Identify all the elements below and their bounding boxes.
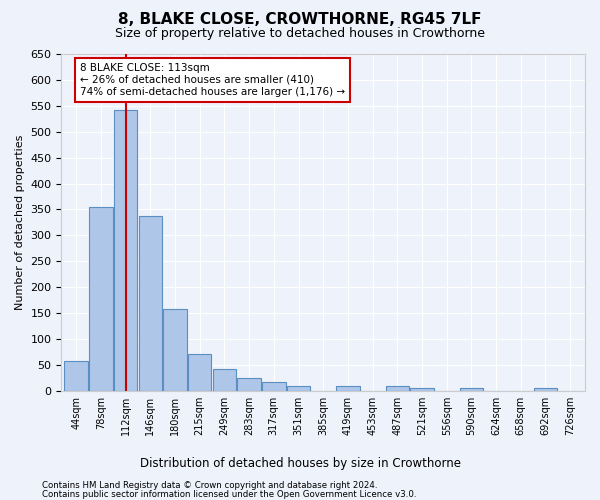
Bar [89, 207, 113, 391]
Text: 8, BLAKE CLOSE, CROWTHORNE, RG45 7LF: 8, BLAKE CLOSE, CROWTHORNE, RG45 7LF [118, 12, 482, 28]
Bar [410, 388, 434, 391]
Text: Contains HM Land Registry data © Crown copyright and database right 2024.: Contains HM Land Registry data © Crown c… [42, 481, 377, 490]
Bar [139, 216, 162, 391]
Bar [114, 110, 137, 391]
Bar [163, 310, 187, 391]
Text: 8 BLAKE CLOSE: 113sqm
← 26% of detached houses are smaller (410)
74% of semi-det: 8 BLAKE CLOSE: 113sqm ← 26% of detached … [80, 64, 345, 96]
Bar [336, 386, 359, 391]
Bar [238, 378, 261, 391]
Bar [460, 388, 483, 391]
Y-axis label: Number of detached properties: Number of detached properties [15, 134, 25, 310]
Bar [188, 354, 211, 391]
Text: Size of property relative to detached houses in Crowthorne: Size of property relative to detached ho… [115, 28, 485, 40]
Text: Contains public sector information licensed under the Open Government Licence v3: Contains public sector information licen… [42, 490, 416, 499]
Bar [212, 369, 236, 391]
Bar [262, 382, 286, 391]
Bar [64, 360, 88, 391]
Bar [534, 388, 557, 391]
Text: Distribution of detached houses by size in Crowthorne: Distribution of detached houses by size … [139, 458, 461, 470]
Bar [287, 386, 310, 391]
Bar [386, 386, 409, 391]
